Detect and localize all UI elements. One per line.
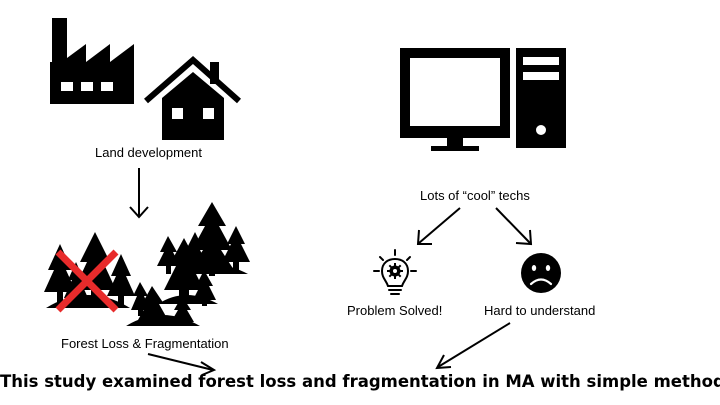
- problem-solved-label: Problem Solved!: [347, 303, 443, 318]
- cool-techs-label: Lots of “cool” techs: [420, 188, 530, 203]
- conclusion-statement: This study examined forest loss and frag…: [0, 372, 720, 391]
- hard-to-understand-label: Hard to understand: [484, 303, 596, 318]
- forest-loss-label: Forest Loss & Fragmentation: [61, 336, 229, 351]
- land-development-label: Land development: [95, 145, 202, 160]
